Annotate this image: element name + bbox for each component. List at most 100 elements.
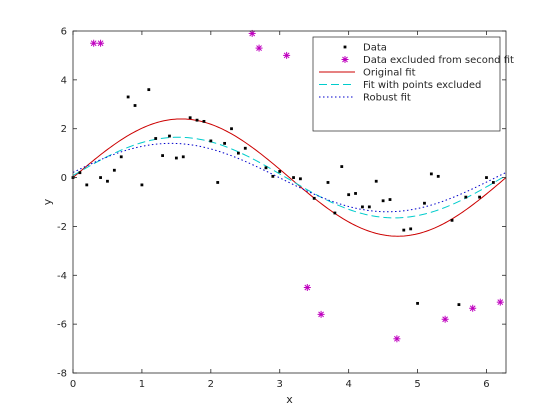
data-point	[347, 193, 351, 197]
excluded-point	[317, 310, 325, 318]
data-point	[195, 118, 199, 122]
fit-curve-4	[73, 142, 506, 213]
legend-symbol-excluded	[341, 56, 349, 63]
y-tick-label: -6	[57, 320, 67, 331]
data-point	[416, 301, 419, 305]
data-point	[402, 228, 406, 232]
data-point	[188, 116, 192, 120]
y-tick-label: -8	[57, 369, 67, 380]
data-point	[140, 183, 144, 187]
x-tick-label: 3	[277, 379, 283, 390]
data-point	[99, 176, 102, 179]
legend-label-fit-excluded: Fit with points excluded	[363, 80, 481, 91]
x-tick-label: 4	[345, 379, 351, 390]
data-point	[126, 95, 130, 99]
y-tick-label: -2	[57, 222, 67, 233]
y-tick-label: 2	[61, 124, 67, 135]
y-tick-label: -4	[57, 271, 67, 282]
data-point	[299, 177, 302, 181]
data-point	[154, 137, 158, 140]
legend-entry-robust-fit: Robust fit	[319, 93, 411, 104]
legend-symbol-data	[343, 45, 347, 49]
data-point	[85, 183, 89, 187]
data-point	[119, 155, 123, 159]
excluded-point	[90, 39, 98, 47]
data-point	[223, 141, 227, 145]
fit-curve-2	[73, 118, 506, 237]
legend: Data Data excluded from second fit Origi…	[312, 36, 514, 132]
data-point	[216, 181, 220, 184]
data-point	[374, 179, 378, 183]
axis-ticks: 0 1 2 3 4 5 6 -8 -6 -4 -2 0 2 4 6	[57, 27, 506, 390]
data-point	[450, 218, 454, 222]
data-point	[202, 119, 206, 123]
data-point	[161, 154, 164, 157]
fit-curve-3	[73, 136, 506, 219]
data-point	[292, 176, 295, 179]
data-point	[333, 211, 337, 215]
data-point	[478, 195, 481, 199]
x-tick-label: 1	[139, 379, 145, 390]
data-point	[133, 104, 137, 107]
x-tick-label: 6	[483, 379, 489, 390]
y-tick-label: 4	[61, 75, 67, 86]
series-0-points	[71, 88, 495, 306]
data-point	[278, 170, 282, 173]
data-point	[264, 166, 268, 170]
data-point	[491, 181, 495, 184]
legend-label-data: Data	[363, 43, 387, 54]
x-tick-label: 5	[414, 379, 420, 390]
data-point	[209, 139, 213, 143]
data-point	[485, 176, 488, 179]
data-point	[181, 155, 185, 159]
data-point	[340, 165, 344, 168]
legend-label-robust-fit: Robust fit	[363, 93, 411, 104]
plot-frame	[72, 30, 507, 374]
excluded-point	[97, 39, 105, 47]
x-tick-label: 0	[70, 379, 76, 390]
data-point	[423, 201, 426, 205]
legend-entry-excluded: Data excluded from second fit	[341, 55, 514, 66]
excluded-point	[441, 315, 449, 323]
data-point	[271, 174, 275, 178]
data-point	[168, 134, 171, 138]
data-point	[354, 192, 357, 195]
legend-entry-data: Data	[343, 43, 387, 54]
y-tick-label: 6	[61, 27, 67, 38]
excluded-point	[496, 298, 504, 306]
data-point	[230, 127, 233, 131]
y-axis-label: y	[41, 198, 54, 205]
data-point	[436, 174, 440, 178]
excluded-point	[393, 335, 401, 343]
legend-dot-marker	[343, 45, 347, 49]
data-point	[243, 146, 247, 150]
data-point	[409, 227, 413, 231]
legend-asterisk-marker	[341, 56, 349, 63]
legend-entry-fit-excluded: Fit with points excluded	[319, 80, 481, 91]
data-point	[106, 179, 109, 183]
fit-curves	[73, 118, 506, 237]
data-point	[464, 195, 468, 199]
data-point	[147, 88, 151, 92]
data-point	[381, 199, 385, 203]
y-tick-label: 0	[61, 173, 67, 184]
excluded-point	[255, 44, 263, 52]
legend-entry-original-fit: Original fit	[319, 68, 416, 79]
data-point	[312, 196, 316, 200]
legend-label-excluded: Data excluded from second fit	[363, 55, 514, 66]
excluded-point	[469, 304, 477, 312]
data-point	[429, 172, 433, 176]
data-point	[78, 171, 82, 175]
legend-label-original-fit: Original fit	[363, 68, 416, 79]
data-point	[388, 198, 392, 201]
x-tick-label: 2	[208, 379, 214, 390]
data-point	[236, 151, 240, 155]
data-point	[361, 205, 364, 209]
excluded-point	[303, 284, 311, 291]
data-point	[174, 156, 178, 160]
excluded-point	[283, 51, 291, 59]
data-point	[367, 205, 371, 209]
data-point	[326, 181, 330, 184]
series-1-points	[90, 29, 504, 343]
